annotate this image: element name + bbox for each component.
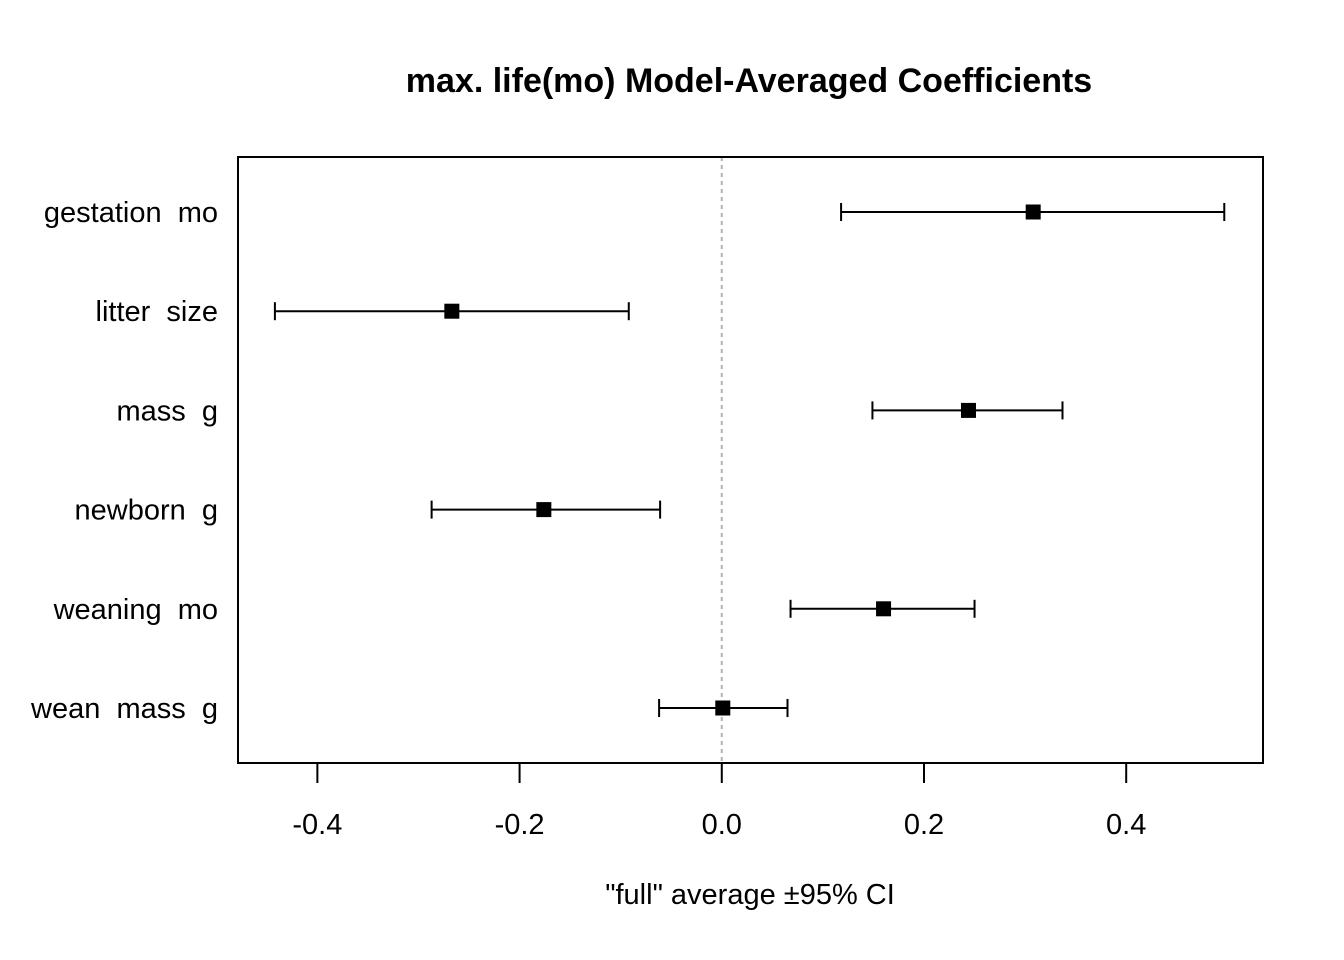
estimate-marker-mass_g	[960, 402, 976, 418]
x-axis-label: "full" average ±95% CI	[605, 879, 895, 911]
estimate-marker-weaning_mo	[876, 601, 892, 617]
y-tick-label-weaning_mo: weaning mo	[53, 594, 218, 626]
estimate-marker-gestation_mo	[1025, 204, 1041, 220]
estimate-marker-newborn_g	[536, 502, 552, 518]
y-tick-label-gestation_mo: gestation mo	[44, 197, 218, 229]
y-tick-label-litter_size: litter size	[96, 296, 218, 328]
estimate-marker-wean_mass_g	[715, 700, 731, 716]
x-tick-label-3: 0.2	[904, 809, 944, 841]
y-tick-label-newborn_g: newborn g	[75, 495, 219, 527]
x-tick-label-1: -0.2	[495, 809, 545, 841]
x-tick-label-2: 0.0	[702, 809, 742, 841]
y-tick-label-mass_g: mass g	[116, 395, 218, 427]
estimate-marker-litter_size	[444, 303, 460, 319]
plot-frame	[237, 156, 1264, 764]
chart-title: max. life(mo) Model-Averaged Coefficient…	[406, 62, 1092, 100]
y-tick-label-wean_mass_g: wean mass g	[30, 693, 218, 725]
x-tick-label-0: -0.4	[292, 809, 342, 841]
x-tick-label-4: 0.4	[1106, 809, 1146, 841]
